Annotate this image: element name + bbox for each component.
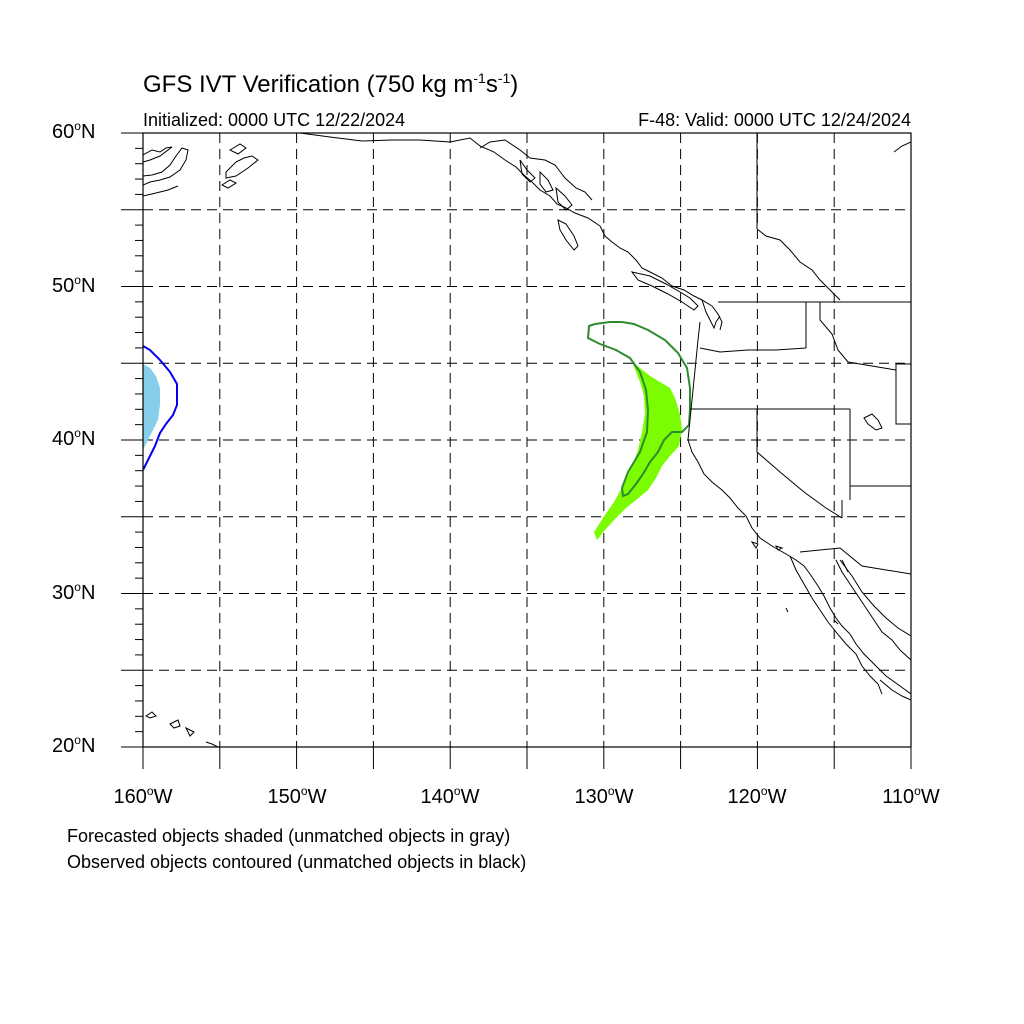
valid-time: F-48: Valid: 0000 UTC 12/24/2024: [638, 110, 911, 130]
political-borders: [690, 133, 911, 575]
coastline: [143, 133, 911, 747]
map-frame: [142, 132, 912, 748]
forecast-object-west: [143, 364, 160, 450]
lon-label-130w: 130oW: [574, 784, 634, 808]
observed-object-west: [143, 345, 178, 471]
lon-label-160w: 160oW: [113, 784, 173, 808]
lon-label-150w: 150oW: [267, 784, 327, 808]
lat-label-60: 60oN: [52, 119, 96, 143]
map-title: GFS IVT Verification (750 kg m-1s-1): [143, 70, 519, 98]
initialized-time: Initialized: 0000 UTC 12/22/2024: [143, 110, 406, 130]
legend-forecast-note: Forecasted objects shaded (unmatched obj…: [67, 826, 511, 846]
lon-label-120w: 120oW: [727, 784, 787, 808]
lon-label-110w: 110oW: [882, 784, 940, 808]
lon-label-140w: 140oW: [420, 784, 480, 808]
graticule: [143, 133, 911, 747]
lat-label-30: 30oN: [52, 580, 96, 604]
forecast-object-coastal: [594, 362, 682, 540]
observed-object-coastal: [586, 321, 691, 498]
lat-label-50: 50oN: [52, 273, 96, 297]
lat-label-40: 40oN: [52, 426, 96, 450]
legend-observed-note: Observed objects contoured (unmatched ob…: [67, 852, 527, 872]
lat-label-20: 20oN: [52, 733, 96, 757]
axis-ticks: [121, 132, 912, 769]
